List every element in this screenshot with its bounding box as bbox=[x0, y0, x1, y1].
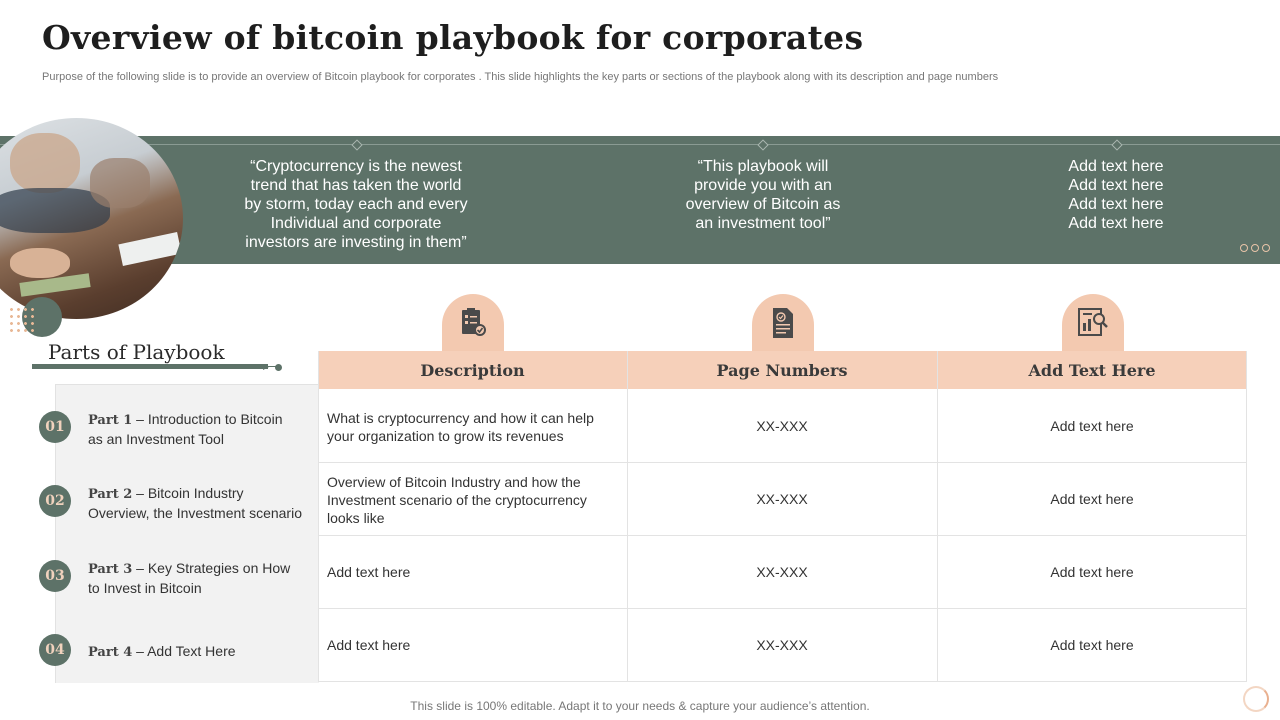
playbook-table: Description Page Numbers Add Text Here W… bbox=[318, 351, 1247, 682]
part-number-badge: 01 bbox=[39, 411, 71, 443]
arrow-icon bbox=[263, 364, 269, 370]
parts-underline-tail bbox=[268, 366, 280, 367]
banner-marker bbox=[351, 139, 363, 151]
part-item: Part 4 – Add Text Here bbox=[88, 642, 236, 662]
table-cell-text: Add text here bbox=[1050, 418, 1134, 434]
part-desc: – Add Text Here bbox=[132, 643, 236, 659]
table-cell-page: XX-XXX bbox=[756, 637, 808, 653]
table-cell-page: XX-XXX bbox=[756, 418, 808, 434]
part-number-badge: 03 bbox=[39, 560, 71, 592]
part-item: Part 2 – Bitcoin Industry Overview, the … bbox=[88, 484, 302, 522]
column-header-page-numbers: Page Numbers bbox=[716, 360, 848, 380]
part-label: Part 2 bbox=[88, 487, 133, 502]
table-border bbox=[1246, 351, 1247, 682]
part-item: Part 1 – Introduction to Bitcoin as an I… bbox=[88, 410, 282, 448]
table-cell-description: Overview of Bitcoin Industry and how the… bbox=[327, 474, 587, 526]
banner-quote-1: “Cryptocurrency is the newest trend that… bbox=[244, 158, 468, 251]
decorative-dots bbox=[1240, 244, 1270, 252]
table-border bbox=[937, 351, 938, 682]
banner-quote-3: Add text here Add text here Add text her… bbox=[1068, 158, 1164, 232]
table-border bbox=[318, 681, 1247, 682]
checklist-icon bbox=[442, 294, 504, 356]
table-cell-description: What is cryptocurrency and how it can he… bbox=[327, 410, 594, 444]
footer-note: This slide is 100% editable. Adapt it to… bbox=[410, 699, 870, 713]
decorative-dot-grid bbox=[8, 306, 38, 336]
part-desc: – Bitcoin Industry bbox=[132, 485, 244, 501]
loading-ring-icon bbox=[1243, 686, 1269, 712]
banner-marker bbox=[757, 139, 769, 151]
table-cell-page: XX-XXX bbox=[756, 491, 808, 507]
table-border bbox=[318, 535, 1247, 536]
part-desc-cont: as an Investment Tool bbox=[88, 431, 224, 447]
table-cell-description: Add text here bbox=[327, 637, 411, 653]
banner-quote-2: “This playbook will provide you with an … bbox=[685, 158, 841, 232]
part-number-badge: 04 bbox=[39, 634, 71, 666]
parts-underline bbox=[32, 364, 268, 369]
table-cell-text: Add text here bbox=[1050, 491, 1134, 507]
part-label: Part 1 bbox=[88, 413, 133, 428]
dot-icon bbox=[275, 364, 282, 371]
part-desc: – Introduction to Bitcoin bbox=[132, 411, 283, 427]
table-cell-page: XX-XXX bbox=[756, 564, 808, 580]
table-cell-text: Add text here bbox=[1050, 637, 1134, 653]
part-label: Part 4 bbox=[88, 645, 133, 660]
part-item: Part 3 – Key Strategies on How to Invest… bbox=[88, 559, 290, 597]
banner-marker bbox=[1111, 139, 1123, 151]
part-number-badge: 02 bbox=[39, 485, 71, 517]
table-border bbox=[318, 462, 1247, 463]
table-border bbox=[318, 608, 1247, 609]
part-label: Part 3 bbox=[88, 562, 133, 577]
table-header-row bbox=[318, 351, 1247, 389]
banner-divider bbox=[0, 144, 1280, 145]
column-header-add-text: Add Text Here bbox=[1028, 360, 1156, 380]
quote-banner: “Cryptocurrency is the newest trend that… bbox=[0, 136, 1280, 264]
business-meeting-photo bbox=[0, 118, 183, 319]
report-search-icon bbox=[1062, 294, 1124, 356]
table-border bbox=[318, 351, 319, 682]
page-subtitle: Purpose of the following slide is to pro… bbox=[42, 71, 999, 83]
column-header-description: Description bbox=[420, 360, 525, 380]
parts-heading: Parts of Playbook bbox=[48, 340, 225, 364]
document-icon bbox=[752, 294, 814, 356]
part-desc-cont: to Invest in Bitcoin bbox=[88, 580, 202, 596]
table-border bbox=[627, 351, 628, 682]
table-cell-text: Add text here bbox=[1050, 564, 1134, 580]
part-desc: – Key Strategies on How bbox=[132, 560, 291, 576]
part-desc-cont: Overview, the Investment scenario bbox=[88, 505, 302, 521]
table-cell-description: Add text here bbox=[327, 564, 411, 580]
parts-panel bbox=[55, 384, 319, 683]
page-title: Overview of bitcoin playbook for corpora… bbox=[42, 18, 864, 57]
